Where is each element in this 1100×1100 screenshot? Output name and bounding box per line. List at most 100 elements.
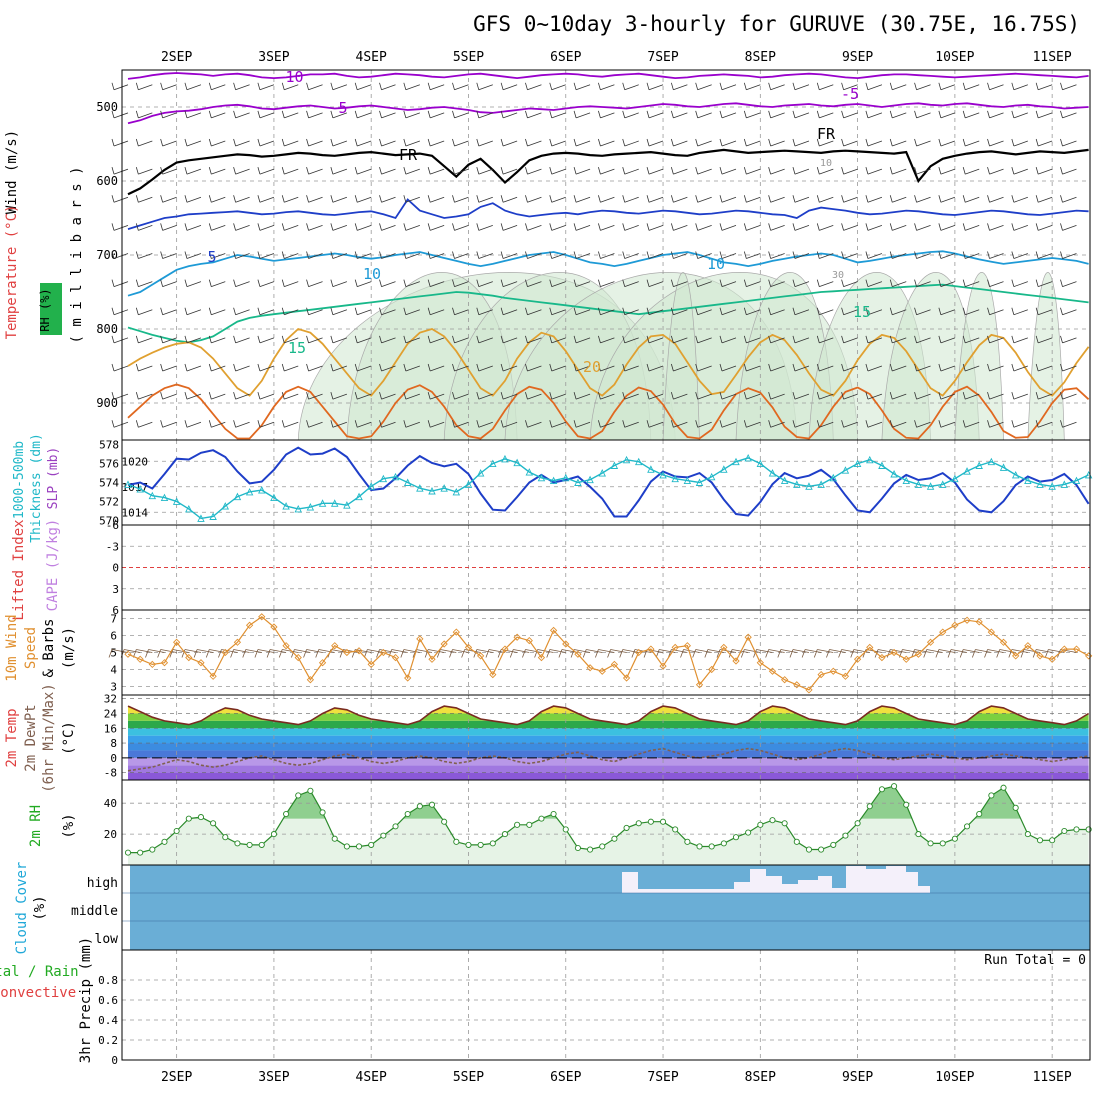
wind-barb <box>646 138 664 147</box>
wind-barb <box>184 138 202 147</box>
rh2m-point <box>854 820 861 827</box>
surface-wind-barb <box>436 649 457 658</box>
wind-speed-point <box>853 655 862 663</box>
surface-wind-barb <box>607 649 627 658</box>
wind-speed-point <box>258 613 266 621</box>
rh2m-point <box>891 783 898 790</box>
wind-barb <box>670 279 688 288</box>
wind-barb <box>500 251 518 259</box>
wind-barb <box>743 110 761 119</box>
wind-barb <box>987 363 1004 372</box>
temp-band <box>122 699 1090 706</box>
thickness-point <box>562 473 570 482</box>
wind-barb <box>1060 82 1077 91</box>
wind-speed-point <box>562 640 570 648</box>
surface-wind-barb <box>485 649 506 658</box>
rh2m-point <box>915 831 922 838</box>
wind-barb <box>427 363 445 372</box>
wind-barb <box>233 279 250 288</box>
wind-barb <box>257 167 275 175</box>
thickness-point <box>720 465 728 473</box>
wind-barb <box>549 110 566 119</box>
wind-barb <box>452 363 469 372</box>
thickness-point <box>1011 470 1020 479</box>
thickness-tick-label: 570 <box>99 514 119 527</box>
wind-barb <box>500 195 518 203</box>
rh2m-point <box>684 838 691 845</box>
wind-speed-point <box>708 665 716 674</box>
wind-barb <box>257 195 275 203</box>
wind-barb <box>841 279 858 288</box>
rh2m-point <box>720 840 727 847</box>
thickness-point <box>926 482 935 490</box>
rh-legend-swatch <box>40 283 62 335</box>
wind-tick-label: 4 <box>110 664 117 677</box>
wind-speed-point <box>477 652 485 660</box>
bottom-date-label: 11SEP <box>1033 1070 1072 1085</box>
precip-tick-label: 0 <box>111 1054 118 1067</box>
li-tick-label: -6 <box>106 519 119 532</box>
surface-wind-barb <box>996 649 1016 658</box>
rh2m-point <box>307 787 314 794</box>
wind-barb <box>354 251 372 259</box>
wind-barb <box>354 335 372 344</box>
wind-speed-point <box>318 659 327 667</box>
rh2m-point <box>477 841 484 848</box>
surface-wind-barb <box>363 649 384 658</box>
pressure-tick-label: 500 <box>96 100 118 114</box>
wind-barb <box>160 110 177 119</box>
wind-barb <box>646 307 664 316</box>
wind-tick-label: 6 <box>110 630 117 643</box>
rh2m-point <box>234 840 241 847</box>
rh2m-point <box>830 841 837 848</box>
wind-barb <box>208 420 226 428</box>
wind-barb <box>792 82 810 91</box>
wind-barb <box>549 420 566 428</box>
wind-barb <box>500 307 518 316</box>
wind-barb <box>598 251 615 259</box>
surface-wind-barb <box>242 649 262 658</box>
wind-barb <box>549 279 566 288</box>
wind-barb <box>184 251 202 259</box>
wind-barb <box>646 279 664 288</box>
wind-barb <box>938 82 956 91</box>
thickness-point <box>647 465 655 473</box>
wind-barb <box>135 251 153 259</box>
wind-speed-point <box>294 653 302 662</box>
wind-barb <box>816 420 834 428</box>
thickness-point <box>270 493 278 502</box>
rh2m-point <box>757 821 764 828</box>
wind-barb <box>160 307 177 316</box>
rh2m-point <box>939 840 946 847</box>
wind-barb <box>549 82 566 91</box>
wind-barb <box>938 110 956 119</box>
rh2m-point <box>708 843 715 850</box>
wind-barb <box>354 279 372 288</box>
wind-barb <box>695 223 712 231</box>
wind-barb <box>865 167 883 175</box>
rh2m-point <box>319 809 326 816</box>
wind-barb <box>1060 420 1077 428</box>
contour-label: 30 <box>832 270 844 281</box>
axis-label-23: Convective <box>0 985 76 1001</box>
wind-barb <box>987 251 1004 259</box>
wind-barb <box>500 363 518 372</box>
rh2m-point <box>465 841 472 848</box>
wind-barb <box>987 392 1004 400</box>
rh2m-point <box>270 831 277 838</box>
wind-barb <box>841 138 858 147</box>
wind-barb <box>987 223 1004 231</box>
wind-barb <box>111 363 129 372</box>
wind-speed-point <box>124 650 132 658</box>
rh2m-point <box>562 826 569 833</box>
wind-barb <box>792 223 810 231</box>
wind-barb <box>792 138 810 147</box>
wind-speed-point <box>282 642 290 650</box>
wind-speed-point <box>829 667 837 675</box>
wind-barb <box>208 392 226 400</box>
wind-barb <box>403 110 420 119</box>
top-date-label: 5SEP <box>453 50 484 65</box>
wind-barb <box>184 307 202 316</box>
wind-speed-point <box>963 616 971 624</box>
